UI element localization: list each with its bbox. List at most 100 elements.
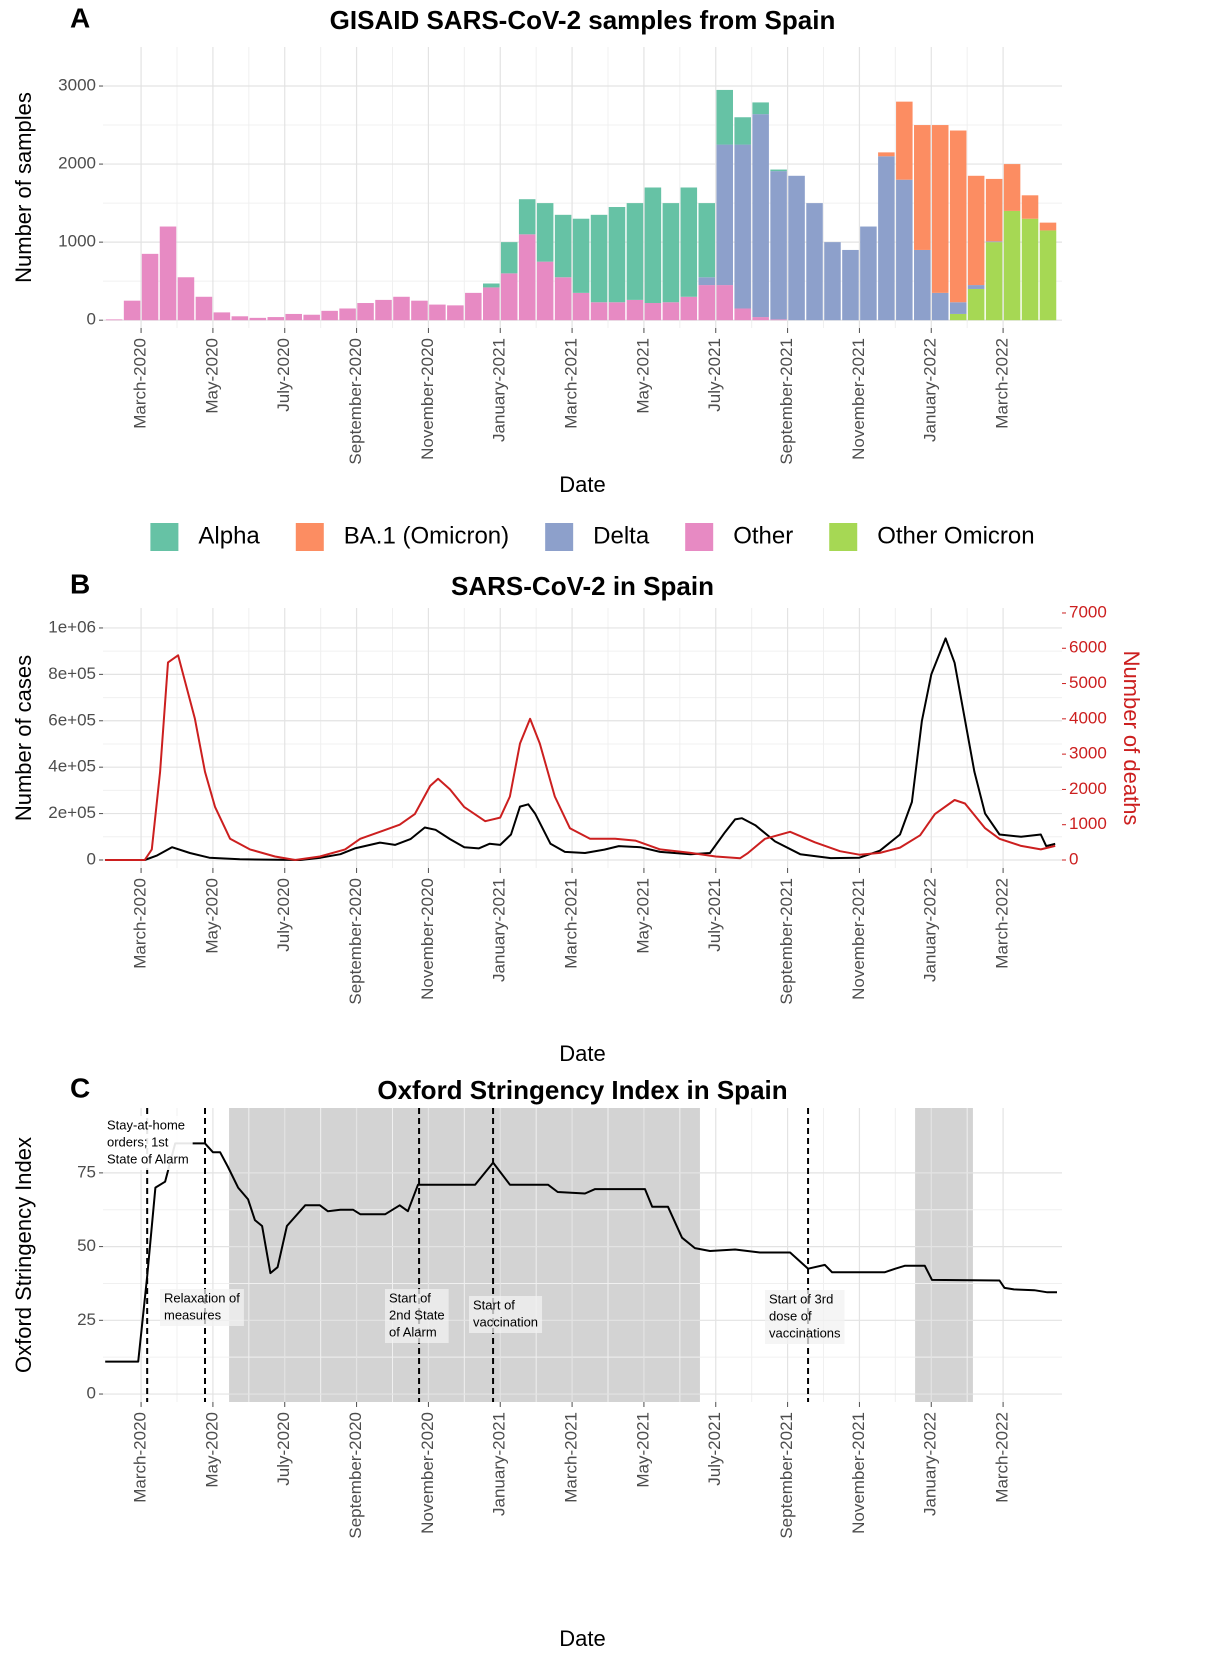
x-tick-label: May-2020	[202, 338, 221, 414]
panel-label: A	[70, 2, 90, 33]
bar-segment	[195, 296, 213, 321]
x-tick-label: March-2022	[993, 878, 1012, 969]
bar-segment	[608, 302, 626, 321]
chart-title: SARS-CoV-2 in Spain	[451, 571, 714, 601]
bar-segment	[303, 314, 320, 321]
annotation-text: vaccination	[473, 1314, 538, 1329]
bar-segment	[572, 218, 590, 293]
annotation-text: 2nd State	[389, 1307, 445, 1322]
bar-segment	[914, 249, 931, 321]
panel-label: B	[70, 568, 90, 599]
bar-segment	[680, 187, 698, 297]
y2-tick-label: 5000	[1069, 673, 1107, 692]
data-line	[105, 654, 1056, 861]
x-tick-label: January-2022	[921, 878, 940, 982]
x-tick-label: September-2021	[777, 1412, 796, 1539]
y-tick-label: 2e+05	[48, 803, 96, 822]
bar-segment	[357, 303, 374, 321]
x-tick-label: November-2020	[418, 338, 437, 460]
bar-segment	[375, 299, 392, 321]
annotation-text: Stay-at-home	[107, 1117, 185, 1132]
bar-segment	[141, 253, 159, 321]
bar-segment	[662, 203, 680, 303]
bar-segment	[896, 101, 913, 180]
x-tick-label: September-2021	[777, 878, 796, 1005]
x-tick-label: January-2021	[490, 878, 509, 982]
y-tick-label: 3000	[58, 76, 96, 95]
chart-title: Oxford Stringency Index in Spain	[377, 1075, 787, 1105]
bar-segment	[734, 308, 751, 321]
x-tick-label: January-2022	[921, 1412, 940, 1516]
bar-segment	[572, 292, 590, 321]
x-tick-label: November-2020	[418, 878, 437, 1000]
bar-segment	[1021, 218, 1039, 321]
annotation-text: Start of	[389, 1290, 431, 1305]
x-tick-label: May-2020	[202, 878, 221, 954]
annotation-text: Start of 3rd	[769, 1291, 833, 1306]
chart-title: GISAID SARS-CoV-2 samples from Spain	[330, 5, 836, 35]
x-tick-label: November-2021	[849, 878, 868, 1000]
bar-segment	[1003, 210, 1021, 321]
panel-label: C	[70, 1072, 90, 1103]
bar-segment	[626, 299, 644, 321]
y-axis-title: Oxford Stringency Index	[11, 1137, 36, 1373]
y-tick-label: 50	[77, 1236, 96, 1255]
bar-segment	[716, 89, 733, 145]
x-tick-label: July-2020	[274, 878, 293, 952]
bar-segment	[788, 175, 805, 321]
bar-segment	[500, 242, 518, 274]
y2-tick-label: 1000	[1069, 814, 1107, 833]
bar-segment	[770, 169, 787, 172]
bar-segment	[878, 156, 895, 321]
bar-segment	[159, 226, 177, 321]
y2-tick-label: 4000	[1069, 708, 1107, 727]
x-tick-label: May-2021	[633, 1412, 652, 1488]
bar-segment	[734, 144, 751, 309]
annotation-box	[160, 1289, 244, 1326]
y-tick-label: 2000	[58, 154, 96, 173]
bar-segment	[447, 305, 464, 321]
bar-segment	[770, 319, 787, 321]
bar-segment	[878, 152, 895, 157]
bar-segment	[465, 292, 482, 321]
bar-segment	[985, 242, 1003, 321]
bar-segment	[393, 296, 410, 321]
bar-segment	[860, 226, 877, 321]
annotation-box	[103, 1116, 193, 1170]
bar-segment	[644, 303, 662, 321]
bar-segment	[554, 277, 572, 321]
y2-tick-label: 6000	[1069, 638, 1107, 657]
bar-segment	[626, 203, 644, 300]
y2-tick-label: 0	[1069, 849, 1078, 868]
x-tick-label: September-2020	[346, 1412, 365, 1539]
bar-segment	[770, 171, 787, 320]
bar-segment	[716, 144, 733, 286]
bar-segment	[483, 287, 500, 321]
x-tick-label: May-2020	[202, 1412, 221, 1488]
bar-segment	[931, 292, 949, 321]
bar-segment	[824, 242, 841, 321]
bar-segment	[716, 285, 733, 321]
y-tick-label: 75	[77, 1162, 96, 1181]
y2-axis-title: Number of deaths	[1119, 651, 1144, 826]
bar-segment	[752, 114, 769, 318]
bar-segment	[411, 300, 428, 321]
y-tick-label: 1e+06	[48, 617, 96, 636]
x-tick-label: July-2021	[705, 338, 724, 412]
legend-swatch	[829, 523, 858, 551]
bar-segment	[698, 203, 716, 278]
y-tick-label: 0	[87, 1384, 96, 1403]
bar-segment	[429, 304, 446, 321]
bar-segment	[590, 214, 608, 303]
y-tick-label: 25	[77, 1310, 96, 1329]
y-axis-title: Number of cases	[11, 655, 36, 821]
bar-segment	[554, 214, 572, 278]
bar-segment	[752, 102, 769, 115]
bar-segment	[1021, 195, 1039, 219]
x-tick-label: March-2021	[562, 338, 581, 429]
x-tick-label: March-2020	[131, 878, 150, 969]
legend-label: Alpha	[198, 522, 260, 549]
annotation-box	[469, 1296, 543, 1333]
bar-segment	[1003, 164, 1021, 211]
